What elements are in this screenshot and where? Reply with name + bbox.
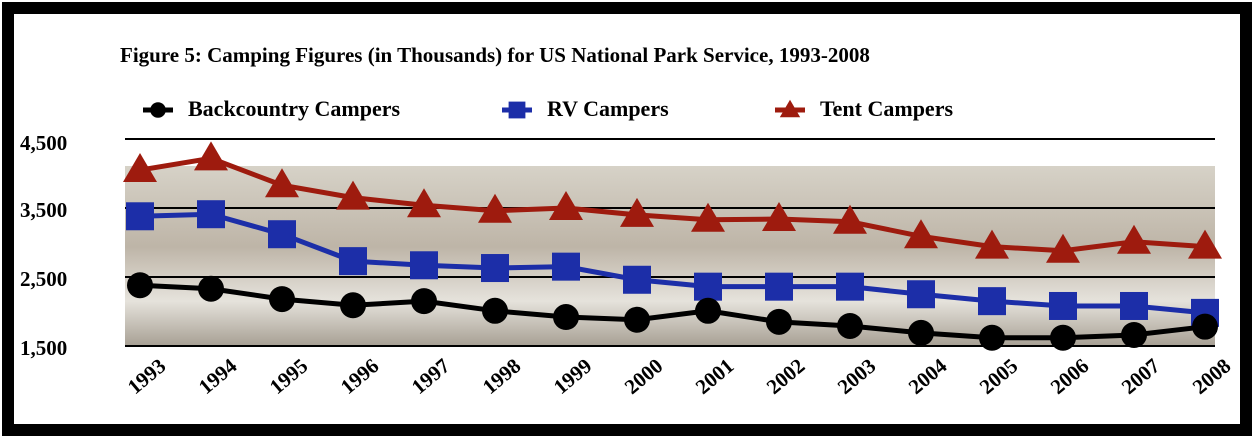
marker [269, 286, 295, 313]
marker [623, 265, 651, 294]
marker [194, 141, 228, 171]
legend-marker [508, 101, 526, 119]
marker [197, 200, 225, 229]
marker [1046, 233, 1080, 263]
marker [340, 292, 366, 319]
marker [410, 251, 438, 280]
marker [620, 197, 654, 227]
marker [762, 202, 796, 232]
legend-marker [779, 99, 801, 118]
marker [127, 272, 153, 299]
legend-marker [150, 102, 166, 118]
legend-label: Backcountry Campers [188, 96, 400, 121]
marker [908, 319, 934, 346]
marker [1120, 291, 1148, 320]
y-tick-label: 1,500 [20, 336, 67, 360]
marker [833, 204, 867, 234]
marker [549, 191, 583, 220]
marker [1049, 291, 1077, 320]
y-tick-label: 3,500 [20, 198, 67, 222]
marker [836, 272, 864, 301]
marker [482, 297, 508, 324]
marker [694, 272, 722, 301]
marker [837, 312, 863, 339]
marker [765, 272, 793, 301]
marker [478, 193, 512, 223]
legend-label: RV Campers [547, 96, 669, 121]
marker [481, 254, 509, 283]
marker [553, 304, 579, 331]
chart-title: Figure 5: Camping Figures (in Thousands)… [120, 43, 870, 67]
marker [265, 168, 299, 198]
marker [907, 280, 935, 309]
marker [975, 229, 1009, 259]
marker [1050, 324, 1076, 351]
y-tick-label: 4,500 [20, 131, 67, 155]
y-tick-label: 2,500 [20, 267, 67, 291]
marker [198, 275, 224, 302]
marker [123, 153, 157, 183]
legend-label: Tent Campers [820, 96, 953, 121]
marker [978, 287, 1006, 316]
marker [1121, 321, 1147, 348]
marker [691, 202, 725, 232]
marker [407, 188, 441, 218]
marker [268, 220, 296, 249]
marker [695, 297, 721, 324]
series-line [139, 211, 1206, 316]
marker [126, 202, 154, 231]
marker [904, 219, 938, 249]
marker [411, 288, 437, 315]
series-line [139, 282, 1206, 341]
series-line [139, 155, 1206, 254]
marker [339, 247, 367, 276]
marker [766, 308, 792, 335]
marker [624, 306, 650, 333]
marker [552, 252, 580, 281]
marker [1117, 224, 1151, 254]
marker [336, 180, 370, 210]
marker [1188, 229, 1222, 259]
marker [979, 324, 1005, 351]
marker [1192, 313, 1218, 340]
